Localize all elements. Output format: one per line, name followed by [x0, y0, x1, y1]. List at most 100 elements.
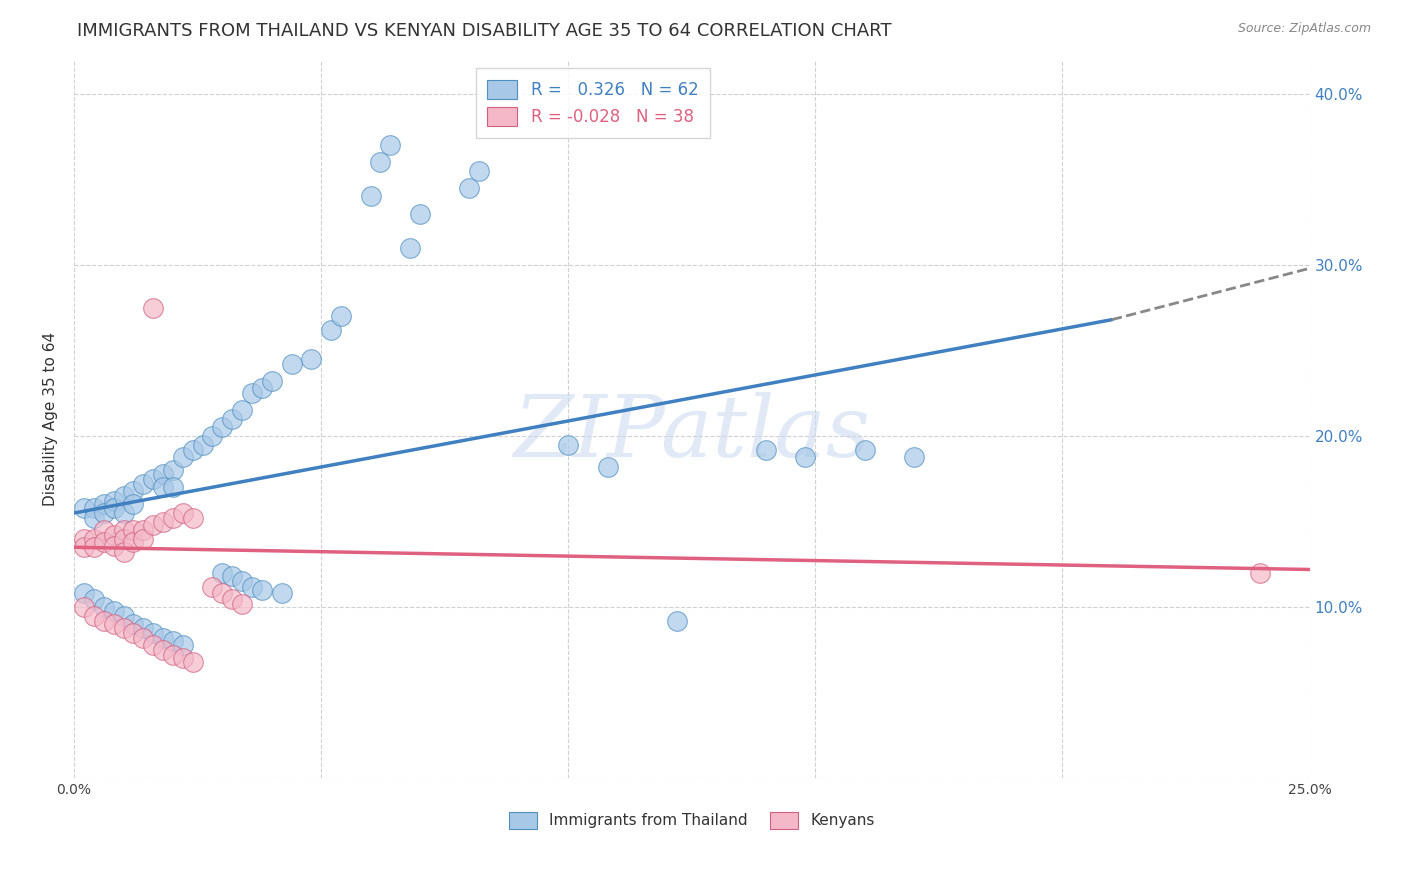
Point	[360, 189, 382, 203]
Point	[122, 535, 145, 549]
Point	[557, 437, 579, 451]
Point	[250, 582, 273, 597]
Point	[73, 586, 96, 600]
Point	[93, 614, 115, 628]
Point	[231, 597, 253, 611]
Point	[794, 450, 817, 464]
Point	[83, 540, 105, 554]
Point	[172, 506, 194, 520]
Point	[240, 580, 263, 594]
Point	[211, 420, 233, 434]
Point	[181, 511, 204, 525]
Point	[468, 163, 491, 178]
Point	[221, 591, 243, 606]
Point	[142, 472, 165, 486]
Point	[132, 477, 155, 491]
Point	[83, 532, 105, 546]
Point	[370, 155, 392, 169]
Point	[380, 138, 402, 153]
Point	[93, 535, 115, 549]
Point	[162, 634, 184, 648]
Point	[853, 442, 876, 457]
Point	[201, 429, 224, 443]
Point	[103, 500, 125, 515]
Point	[93, 600, 115, 615]
Point	[319, 323, 342, 337]
Point	[93, 498, 115, 512]
Point	[122, 483, 145, 498]
Point	[329, 310, 352, 324]
Point	[103, 494, 125, 508]
Point	[181, 655, 204, 669]
Point	[112, 545, 135, 559]
Point	[93, 523, 115, 537]
Point	[132, 523, 155, 537]
Point	[73, 532, 96, 546]
Point	[93, 506, 115, 520]
Point	[122, 523, 145, 537]
Point	[73, 600, 96, 615]
Point	[270, 586, 292, 600]
Point	[83, 608, 105, 623]
Point	[112, 523, 135, 537]
Point	[142, 518, 165, 533]
Point	[122, 498, 145, 512]
Point	[112, 489, 135, 503]
Point	[142, 301, 165, 315]
Point	[755, 442, 778, 457]
Point	[250, 381, 273, 395]
Point	[231, 403, 253, 417]
Point	[132, 631, 155, 645]
Y-axis label: Disability Age 35 to 64: Disability Age 35 to 64	[44, 332, 58, 506]
Legend: Immigrants from Thailand, Kenyans: Immigrants from Thailand, Kenyans	[503, 805, 880, 835]
Point	[409, 206, 432, 220]
Point	[112, 532, 135, 546]
Point	[903, 450, 925, 464]
Point	[142, 638, 165, 652]
Point	[132, 621, 155, 635]
Point	[240, 386, 263, 401]
Point	[122, 617, 145, 632]
Point	[132, 532, 155, 546]
Point	[211, 566, 233, 580]
Point	[103, 617, 125, 632]
Point	[103, 539, 125, 553]
Point	[665, 614, 688, 628]
Point	[299, 351, 322, 366]
Point	[142, 625, 165, 640]
Point	[73, 540, 96, 554]
Point	[152, 480, 174, 494]
Point	[1249, 566, 1271, 580]
Point	[83, 500, 105, 515]
Point	[112, 621, 135, 635]
Point	[221, 569, 243, 583]
Point	[103, 603, 125, 617]
Point	[122, 625, 145, 640]
Point	[73, 500, 96, 515]
Point	[280, 357, 302, 371]
Point	[201, 580, 224, 594]
Point	[211, 586, 233, 600]
Point	[191, 437, 214, 451]
Point	[172, 651, 194, 665]
Text: ZIPatlas: ZIPatlas	[513, 392, 870, 475]
Point	[103, 528, 125, 542]
Point	[399, 241, 422, 255]
Point	[221, 412, 243, 426]
Point	[162, 463, 184, 477]
Point	[260, 374, 283, 388]
Point	[231, 574, 253, 589]
Point	[152, 515, 174, 529]
Point	[172, 450, 194, 464]
Point	[162, 480, 184, 494]
Point	[83, 591, 105, 606]
Point	[152, 467, 174, 481]
Point	[83, 511, 105, 525]
Point	[152, 643, 174, 657]
Point	[162, 648, 184, 662]
Point	[162, 511, 184, 525]
Point	[152, 631, 174, 645]
Point	[458, 181, 481, 195]
Text: IMMIGRANTS FROM THAILAND VS KENYAN DISABILITY AGE 35 TO 64 CORRELATION CHART: IMMIGRANTS FROM THAILAND VS KENYAN DISAB…	[77, 22, 891, 40]
Text: Source: ZipAtlas.com: Source: ZipAtlas.com	[1237, 22, 1371, 36]
